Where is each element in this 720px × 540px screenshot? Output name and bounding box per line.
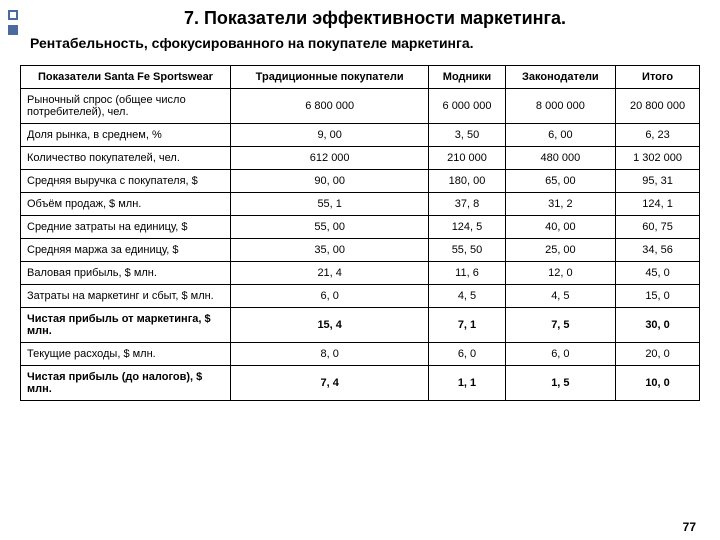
cell-value: 45, 0: [616, 262, 700, 285]
cell-value: 180, 00: [429, 170, 505, 193]
cell-value: 12, 0: [505, 262, 615, 285]
cell-value: 3, 50: [429, 124, 505, 147]
col-header: Модники: [429, 66, 505, 89]
row-label: Доля рынка, в среднем, %: [21, 124, 231, 147]
cell-value: 480 000: [505, 147, 615, 170]
cell-value: 11, 6: [429, 262, 505, 285]
cell-value: 6, 23: [616, 124, 700, 147]
row-label: Средняя выручка с покупателя, $: [21, 170, 231, 193]
cell-value: 37, 8: [429, 193, 505, 216]
row-label: Чистая прибыль (до налогов), $ млн.: [21, 366, 231, 401]
table-row: Текущие расходы, $ млн.8, 06, 06, 020, 0: [21, 343, 700, 366]
cell-value: 7, 5: [505, 308, 615, 343]
cell-value: 6 000 000: [429, 89, 505, 124]
table-row: Доля рынка, в среднем, %9, 003, 506, 006…: [21, 124, 700, 147]
cell-value: 40, 00: [505, 216, 615, 239]
cell-value: 60, 75: [616, 216, 700, 239]
page-number: 77: [683, 520, 696, 534]
cell-value: 6, 0: [505, 343, 615, 366]
bullet-icon: [8, 25, 18, 35]
row-label: Средняя маржа за единицу, $: [21, 239, 231, 262]
decorative-bullets: [8, 10, 18, 40]
table-header-row: Показатели Santa Fe Sportswear Традицион…: [21, 66, 700, 89]
col-header: Традиционные покупатели: [231, 66, 429, 89]
col-header: Показатели Santa Fe Sportswear: [21, 66, 231, 89]
cell-value: 8, 0: [231, 343, 429, 366]
cell-value: 612 000: [231, 147, 429, 170]
table-row: Валовая прибыль, $ млн.21, 411, 612, 045…: [21, 262, 700, 285]
table-row: Количество покупателей, чел.612 000210 0…: [21, 147, 700, 170]
cell-value: 20 800 000: [616, 89, 700, 124]
row-label: Количество покупателей, чел.: [21, 147, 231, 170]
cell-value: 55, 50: [429, 239, 505, 262]
cell-value: 124, 1: [616, 193, 700, 216]
cell-value: 6 800 000: [231, 89, 429, 124]
cell-value: 7, 4: [231, 366, 429, 401]
cell-value: 65, 00: [505, 170, 615, 193]
cell-value: 6, 0: [429, 343, 505, 366]
cell-value: 55, 00: [231, 216, 429, 239]
cell-value: 10, 0: [616, 366, 700, 401]
cell-value: 4, 5: [505, 285, 615, 308]
table-row: Средняя маржа за единицу, $35, 0055, 502…: [21, 239, 700, 262]
cell-value: 1, 5: [505, 366, 615, 401]
cell-value: 210 000: [429, 147, 505, 170]
table-row: Средние затраты на единицу, $55, 00124, …: [21, 216, 700, 239]
table-row: Чистая прибыль (до налогов), $ млн.7, 41…: [21, 366, 700, 401]
table-row: Объём продаж, $ млн.55, 137, 831, 2124, …: [21, 193, 700, 216]
row-label: Рыночный спрос (общее число потребителей…: [21, 89, 231, 124]
cell-value: 4, 5: [429, 285, 505, 308]
cell-value: 90, 00: [231, 170, 429, 193]
row-label: Затраты на маркетинг и сбыт, $ млн.: [21, 285, 231, 308]
cell-value: 7, 1: [429, 308, 505, 343]
table-row: Чистая прибыль от маркетинга, $ млн.15, …: [21, 308, 700, 343]
cell-value: 1, 1: [429, 366, 505, 401]
cell-value: 25, 00: [505, 239, 615, 262]
cell-value: 6, 00: [505, 124, 615, 147]
row-label: Средние затраты на единицу, $: [21, 216, 231, 239]
row-label: Объём продаж, $ млн.: [21, 193, 231, 216]
cell-value: 21, 4: [231, 262, 429, 285]
cell-value: 55, 1: [231, 193, 429, 216]
cell-value: 9, 00: [231, 124, 429, 147]
cell-value: 6, 0: [231, 285, 429, 308]
row-label: Чистая прибыль от маркетинга, $ млн.: [21, 308, 231, 343]
cell-value: 15, 0: [616, 285, 700, 308]
table-row: Средняя выручка с покупателя, $90, 00180…: [21, 170, 700, 193]
cell-value: 20, 0: [616, 343, 700, 366]
cell-value: 8 000 000: [505, 89, 615, 124]
cell-value: 31, 2: [505, 193, 615, 216]
cell-value: 1 302 000: [616, 147, 700, 170]
bullet-icon: [8, 10, 18, 20]
cell-value: 35, 00: [231, 239, 429, 262]
col-header: Итого: [616, 66, 700, 89]
page-subtitle: Рентабельность, сфокусированного на поку…: [30, 35, 700, 51]
cell-value: 95, 31: [616, 170, 700, 193]
cell-value: 15, 4: [231, 308, 429, 343]
row-label: Текущие расходы, $ млн.: [21, 343, 231, 366]
metrics-table: Показатели Santa Fe Sportswear Традицион…: [20, 65, 700, 401]
row-label: Валовая прибыль, $ млн.: [21, 262, 231, 285]
cell-value: 124, 5: [429, 216, 505, 239]
table-row: Рыночный спрос (общее число потребителей…: [21, 89, 700, 124]
table-row: Затраты на маркетинг и сбыт, $ млн.6, 04…: [21, 285, 700, 308]
cell-value: 30, 0: [616, 308, 700, 343]
page-title: 7. Показатели эффективности маркетинга.: [50, 8, 700, 29]
cell-value: 34, 56: [616, 239, 700, 262]
col-header: Законодатели: [505, 66, 615, 89]
